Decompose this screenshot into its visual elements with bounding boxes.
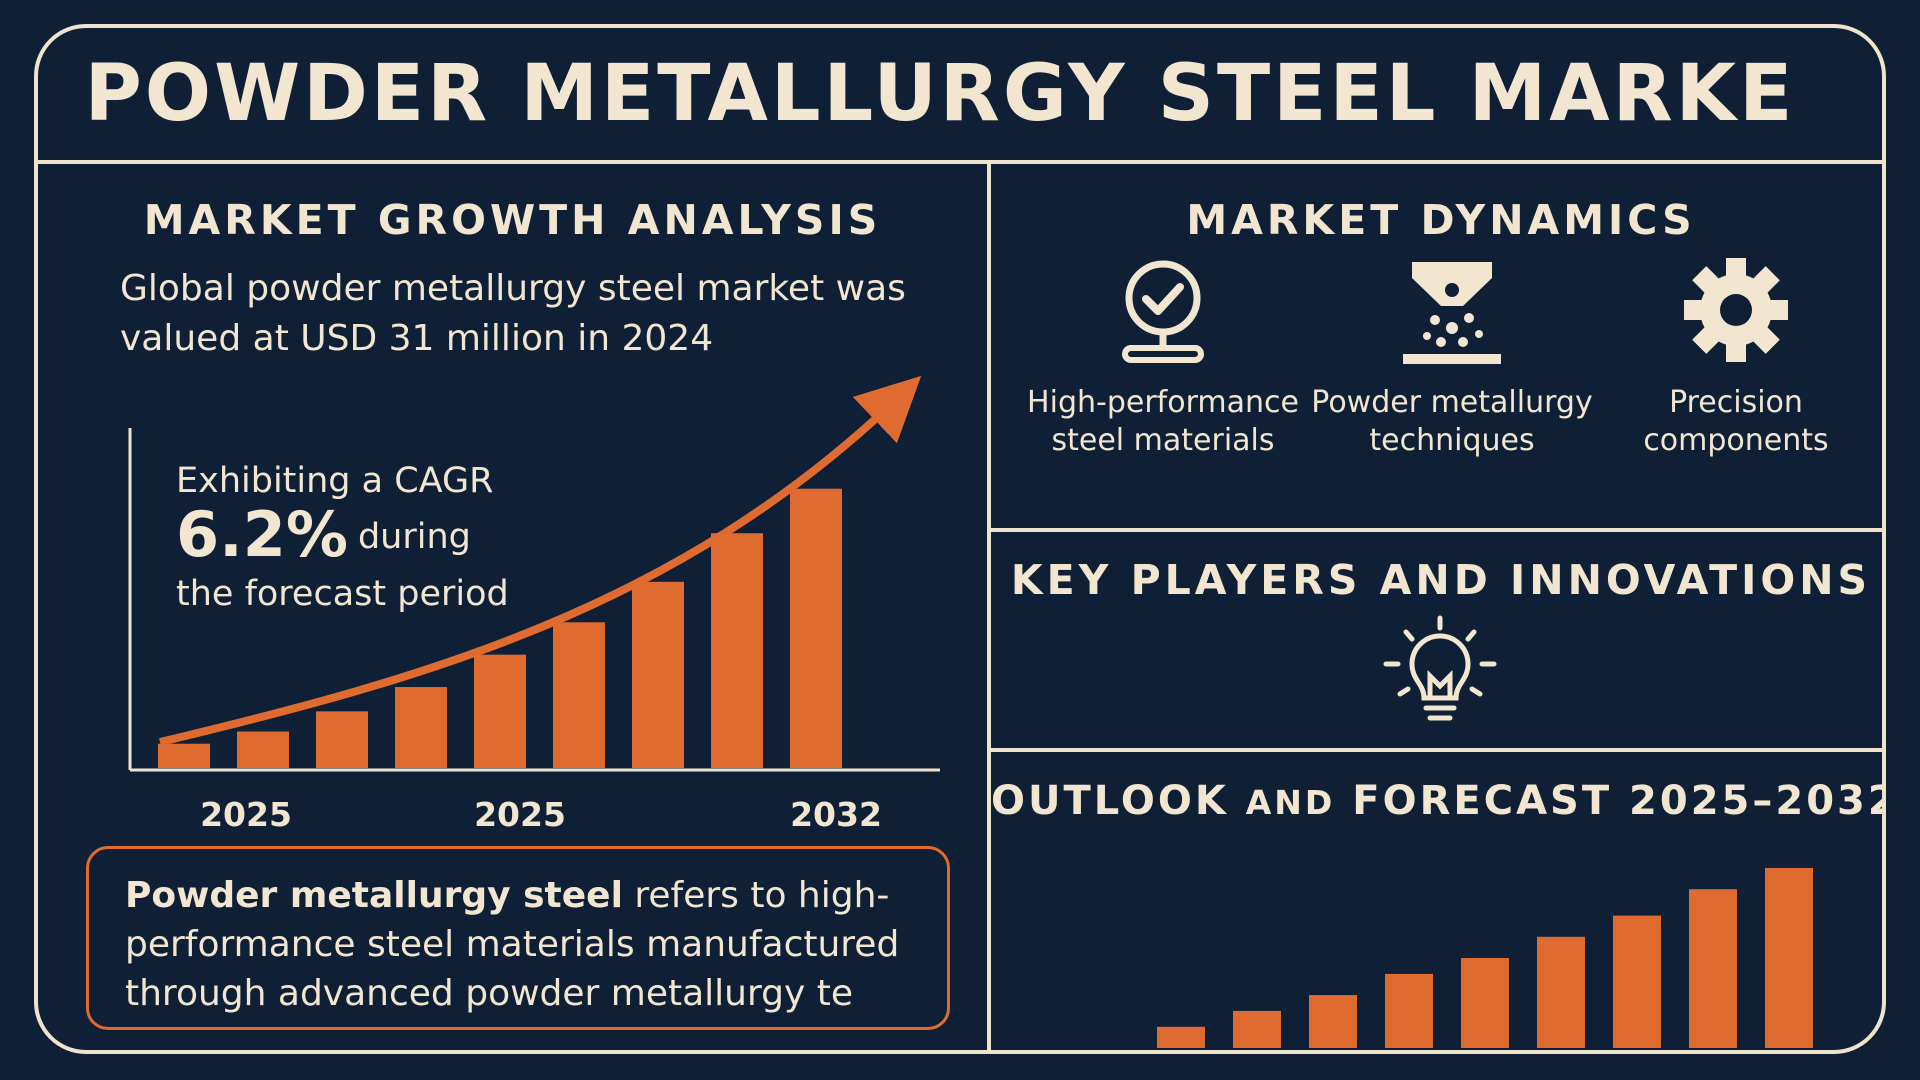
outlook-bar (1689, 889, 1737, 1048)
dynamics-item-powder-techniques: Powder metallurgy techniques (1302, 258, 1602, 460)
growth-bar (553, 622, 605, 768)
definition-box: Powder metallurgy steel refers to high-p… (86, 846, 950, 1030)
cagr-value: 6.2% (176, 498, 348, 571)
outlook-bar (1233, 1010, 1281, 1048)
cagr-during-text: during (357, 517, 471, 557)
growth-bar (474, 654, 526, 768)
players-heading: KEY PLAYERS AND INNOVATIONS (1010, 556, 1872, 604)
outlook-bar (1157, 1026, 1205, 1048)
vertical-divider (987, 160, 991, 1050)
outlook-bar (1765, 868, 1813, 1048)
checkmark-badge-icon (1122, 260, 1204, 363)
outlook-bar-chart (1157, 868, 1813, 1048)
growth-bar (790, 488, 842, 768)
outlook-bar (1385, 973, 1433, 1048)
divider-dynamics-players (991, 528, 1882, 532)
dynamics-label: Powder metallurgy techniques (1311, 385, 1593, 458)
growth-bar (632, 581, 684, 768)
lightbulb-icon (1383, 615, 1497, 721)
powder-dispenser-icon (1403, 262, 1501, 364)
outlook-heading-and: AND (1245, 783, 1336, 822)
divider-players-outlook (991, 748, 1882, 752)
outlook-heading-part: OUTLOOK (991, 778, 1246, 824)
outlook-bar (1613, 915, 1661, 1048)
definition-text: refers to high-performance steel materia… (125, 875, 900, 1014)
growth-heading: MARKET GROWTH ANALYSIS (143, 196, 882, 244)
definition-term: Powder metallurgy steel (125, 875, 623, 916)
growth-bar (711, 533, 763, 768)
outlook-bar (1537, 936, 1585, 1048)
x-tick-label: 2025 (200, 795, 292, 834)
outlook-bar (1461, 958, 1509, 1048)
dynamics-item-precision: Precision components (1586, 258, 1882, 460)
growth-bar (395, 687, 447, 768)
market-value-text: Global powder metallurgy steel market wa… (120, 268, 906, 359)
dynamics-heading: MARKET DYNAMICS (1186, 196, 1696, 244)
outlook-bar (1309, 995, 1357, 1048)
growth-bar (237, 731, 289, 768)
cagr-callout: Exhibiting a CAGR 6.2% during the forecas… (176, 458, 596, 622)
outlook-heading: OUTLOOK AND FORECAST 2025–2032 (991, 778, 1886, 824)
cagr-intro-text: Exhibiting a CAGR (176, 461, 494, 501)
page-title: POWDER METALLURGY STEEL MARKE (84, 49, 1796, 139)
trend-arrow (159, 375, 922, 746)
dynamics-label: High-performance steel materials (1027, 385, 1299, 458)
growth-bar (316, 711, 368, 768)
x-tick-label: 2032 (790, 795, 882, 834)
dynamics-item-high-performance: High-performance steel materials (1013, 258, 1313, 460)
title-bar: POWDER METALLURGY STEEL MARKE (38, 28, 1882, 164)
cagr-period-text: the forecast period (176, 574, 509, 614)
growth-bar-chart: 2025 2025 2032 (128, 375, 940, 834)
growth-bar (158, 743, 210, 768)
outlook-heading-part: FORECAST 2025–2032 (1335, 778, 1886, 824)
x-tick-label: 2025 (474, 795, 566, 834)
gear-icon (1684, 258, 1788, 362)
infographic-frame: POWDER METALLURGY STEEL MARKE MARKET GRO… (34, 24, 1886, 1054)
dynamics-label: Precision components (1643, 385, 1829, 458)
